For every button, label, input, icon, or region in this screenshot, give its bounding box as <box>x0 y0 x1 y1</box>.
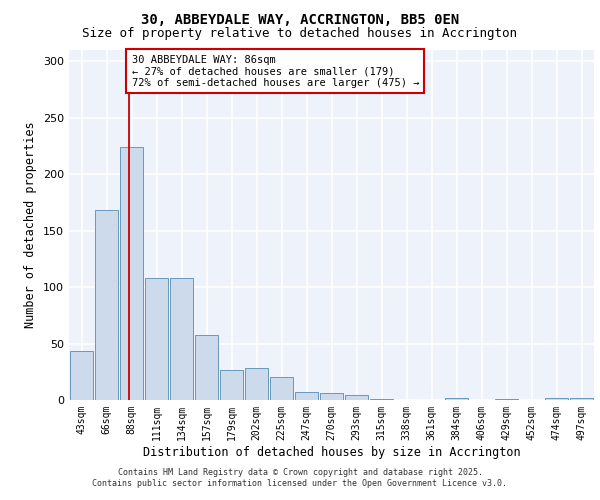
Bar <box>370 399 393 400</box>
Bar <box>195 334 218 400</box>
Bar <box>145 278 168 400</box>
Y-axis label: Number of detached properties: Number of detached properties <box>25 122 37 328</box>
Bar <box>345 396 368 400</box>
Bar <box>570 398 593 400</box>
Bar <box>170 278 193 400</box>
Bar <box>120 147 143 400</box>
X-axis label: Distribution of detached houses by size in Accrington: Distribution of detached houses by size … <box>143 446 520 458</box>
Bar <box>70 352 93 400</box>
Bar <box>545 398 568 400</box>
Text: Size of property relative to detached houses in Accrington: Size of property relative to detached ho… <box>83 28 517 40</box>
Bar <box>445 398 468 400</box>
Bar <box>270 378 293 400</box>
Text: Contains HM Land Registry data © Crown copyright and database right 2025.
Contai: Contains HM Land Registry data © Crown c… <box>92 468 508 487</box>
Bar <box>245 368 268 400</box>
Bar <box>95 210 118 400</box>
Bar <box>220 370 243 400</box>
Text: 30 ABBEYDALE WAY: 86sqm
← 27% of detached houses are smaller (179)
72% of semi-d: 30 ABBEYDALE WAY: 86sqm ← 27% of detache… <box>131 54 419 88</box>
Bar <box>320 393 343 400</box>
Bar <box>295 392 318 400</box>
Text: 30, ABBEYDALE WAY, ACCRINGTON, BB5 0EN: 30, ABBEYDALE WAY, ACCRINGTON, BB5 0EN <box>141 12 459 26</box>
Bar <box>495 399 518 400</box>
